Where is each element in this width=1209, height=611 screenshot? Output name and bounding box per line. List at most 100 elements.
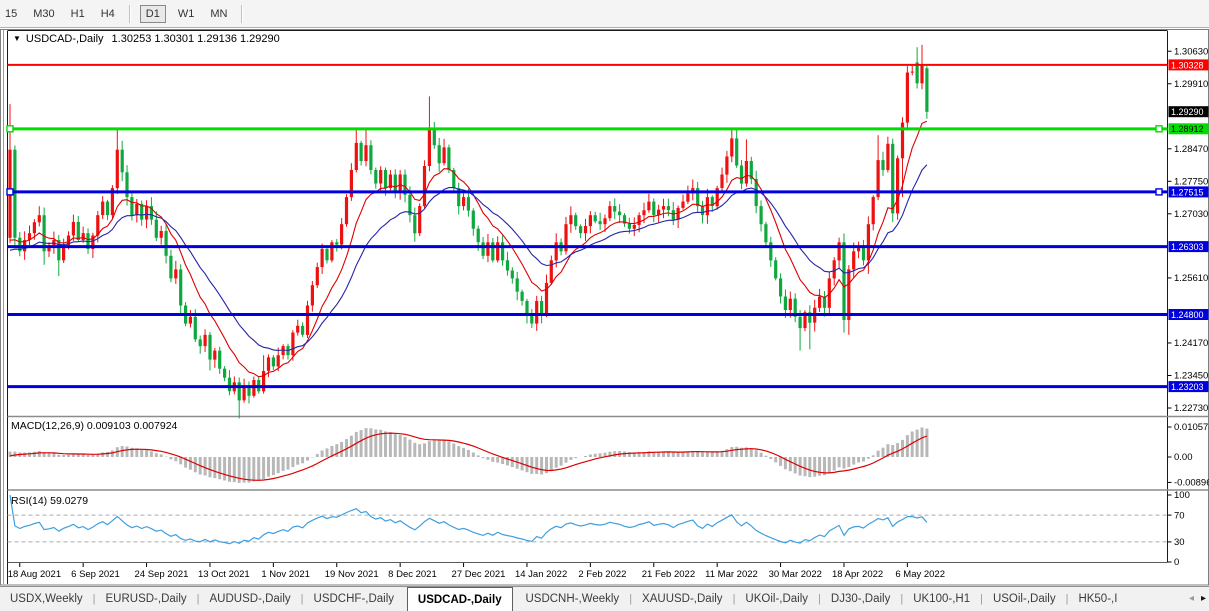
svg-text:1.24800: 1.24800 bbox=[1171, 310, 1204, 320]
svg-text:0.00: 0.00 bbox=[1174, 452, 1193, 463]
tab-separator: | bbox=[1065, 593, 1069, 605]
line-handle-right[interactable] bbox=[1155, 125, 1163, 133]
tab-separator: | bbox=[732, 593, 736, 605]
chart-ohlc-values: 1.30253 1.30301 1.29136 1.29290 bbox=[111, 33, 280, 45]
price-badge-1.29290: 1.29290 bbox=[1168, 106, 1209, 118]
svg-text:1.28912: 1.28912 bbox=[1171, 124, 1204, 134]
tab-usdcnh-weekly[interactable]: USDCNH-,Weekly bbox=[525, 593, 620, 605]
tab-hk50-i[interactable]: HK50-,I bbox=[1078, 593, 1118, 605]
macd-values: 0.009103 0.007924 bbox=[86, 420, 178, 432]
svg-text:8 Dec 2021: 8 Dec 2021 bbox=[388, 569, 437, 580]
date-axis: 18 Aug 2021 6 Sep 2021 24 Sep 2021 13 Oct 2… bbox=[8, 563, 945, 580]
macd-histogram bbox=[8, 427, 929, 483]
svg-text:0.010578: 0.010578 bbox=[1174, 422, 1209, 433]
svg-text:24 Sep 2021: 24 Sep 2021 bbox=[135, 569, 189, 580]
macd-signal-line bbox=[9, 432, 928, 481]
line-handle-left[interactable] bbox=[6, 188, 14, 196]
svg-text:1.28470: 1.28470 bbox=[1174, 144, 1208, 155]
price-badge-1.28912: 1.28912 bbox=[1168, 123, 1209, 135]
tab-separator: | bbox=[629, 593, 633, 605]
tab-audusd-daily[interactable]: AUDUSD-,Daily bbox=[209, 593, 291, 605]
candlestick-series bbox=[8, 44, 929, 419]
tab-separator: | bbox=[92, 593, 96, 605]
svg-text:6 Sep 2021: 6 Sep 2021 bbox=[71, 569, 120, 580]
timeframe-button-15[interactable]: 15 bbox=[5, 7, 18, 20]
toolbar-separator bbox=[128, 4, 130, 23]
price-badge-1.26303: 1.26303 bbox=[1168, 241, 1209, 253]
svg-text:1.27750: 1.27750 bbox=[1174, 176, 1208, 187]
svg-text:70: 70 bbox=[1174, 510, 1185, 521]
timeframe-button-h1[interactable]: H1 bbox=[70, 7, 85, 20]
price-badge-1.30328: 1.30328 bbox=[1168, 59, 1209, 71]
tab-scroll-right-icon[interactable]: ▸ bbox=[1200, 593, 1206, 604]
svg-text:0: 0 bbox=[1174, 557, 1179, 568]
collapse-indicator-icon[interactable]: ▼ bbox=[13, 34, 21, 43]
chart-symbol-period: USDCAD-,Daily bbox=[25, 33, 104, 45]
line-handle-left[interactable] bbox=[6, 125, 14, 133]
symbol-tab-bar: USDX,Weekly | EURUSD-,Daily | AUDUSD-,Daily |… bbox=[0, 586, 1209, 611]
svg-text:21 Feb 2022: 21 Feb 2022 bbox=[642, 569, 695, 580]
timeframe-button-m30[interactable]: M30 bbox=[33, 7, 55, 20]
chart-title: ▼ USDCAD-,Daily 1.30253 1.30301 1.29136 1.… bbox=[13, 33, 280, 45]
price-badge-1.27515: 1.27515 bbox=[1168, 186, 1209, 198]
macd-axis: 0.010578 0.00 -0.00896 bbox=[1167, 422, 1209, 489]
svg-text:30 Mar 2022: 30 Mar 2022 bbox=[769, 569, 822, 580]
tab-usdcad-daily[interactable]: USDCAD-,Daily bbox=[406, 587, 513, 611]
tab-scroll-left-icon[interactable]: ◂ bbox=[1188, 593, 1194, 604]
tab-eurusd-daily[interactable]: EURUSD-,Daily bbox=[105, 593, 187, 605]
timeframe-button-h4[interactable]: H4 bbox=[100, 7, 115, 20]
svg-text:30: 30 bbox=[1174, 537, 1185, 548]
svg-text:1.27030: 1.27030 bbox=[1174, 209, 1208, 220]
svg-text:1.25610: 1.25610 bbox=[1174, 273, 1208, 284]
tab-dj30-daily[interactable]: DJ30-,Daily bbox=[830, 593, 891, 605]
line-handle-right[interactable] bbox=[1155, 188, 1163, 196]
macd-label: MACD(12,26,9) bbox=[11, 420, 84, 432]
tab-usdchf-daily[interactable]: USDCHF-,Daily bbox=[313, 593, 395, 605]
svg-text:1.29910: 1.29910 bbox=[1174, 79, 1208, 90]
svg-text:1.30630: 1.30630 bbox=[1174, 46, 1208, 57]
macd-indicator-title: MACD(12,26,9) 0.009103 0.007924 bbox=[11, 420, 177, 432]
timeframe-toolbar: 15 M30 H1 H4 D1 W1 MN bbox=[0, 0, 1209, 28]
svg-text:100: 100 bbox=[1174, 490, 1190, 501]
rsi-axis: 100 70 30 0 bbox=[1167, 490, 1190, 568]
svg-text:2 Feb 2022: 2 Feb 2022 bbox=[578, 569, 626, 580]
chart-window[interactable]: 1.30630 1.29910 1.28470 1.27750 1.27030 1.256… bbox=[0, 29, 1209, 586]
svg-text:1.30328: 1.30328 bbox=[1171, 60, 1204, 70]
tab-separator: | bbox=[900, 593, 904, 605]
svg-text:-0.00896: -0.00896 bbox=[1174, 478, 1209, 489]
rsi-line bbox=[9, 494, 928, 545]
svg-text:6 May 2022: 6 May 2022 bbox=[895, 569, 945, 580]
tab-usoil-daily[interactable]: USOil-,Daily bbox=[992, 593, 1056, 605]
symbol-tabs: USDX,Weekly | EURUSD-,Daily | AUDUSD-,Daily |… bbox=[0, 587, 1127, 611]
svg-text:18 Aug 2021: 18 Aug 2021 bbox=[8, 569, 61, 580]
tab-separator: | bbox=[818, 593, 821, 605]
svg-text:1.24170: 1.24170 bbox=[1174, 338, 1208, 349]
svg-text:1.23203: 1.23203 bbox=[1171, 382, 1204, 392]
svg-text:1.27515: 1.27515 bbox=[1171, 187, 1204, 197]
timeframe-button-w1[interactable]: W1 bbox=[177, 7, 195, 20]
price-badge-1.23203: 1.23203 bbox=[1168, 381, 1209, 393]
tab-scroll-controls: ◂ ▸ bbox=[1184, 587, 1206, 611]
timeframe-button-mn[interactable]: MN bbox=[210, 7, 228, 20]
level-line-1.27515[interactable] bbox=[6, 188, 1168, 196]
tab-usdx-weekly[interactable]: USDX,Weekly bbox=[10, 593, 83, 605]
level-line-1.28912[interactable] bbox=[6, 125, 1168, 133]
tab-uk100-h1[interactable]: UK100-,H1 bbox=[913, 593, 971, 605]
svg-text:11 Mar 2022: 11 Mar 2022 bbox=[705, 569, 758, 580]
svg-text:19 Nov 2021: 19 Nov 2021 bbox=[325, 569, 379, 580]
rsi-label: RSI(14) bbox=[11, 495, 48, 507]
price-badge-1.24800: 1.24800 bbox=[1168, 309, 1209, 320]
tab-ukoil-daily[interactable]: UKOil-,Daily bbox=[745, 593, 809, 605]
timeframe-button-d1[interactable]: D1 bbox=[139, 4, 166, 23]
rsi-indicator-title: RSI(14) 59.0279 bbox=[11, 495, 88, 507]
svg-text:14 Jan 2022: 14 Jan 2022 bbox=[515, 569, 567, 580]
tab-separator: | bbox=[980, 593, 983, 605]
svg-text:27 Dec 2021: 27 Dec 2021 bbox=[452, 569, 506, 580]
svg-text:1.26303: 1.26303 bbox=[1171, 242, 1204, 252]
chart-canvas[interactable]: 1.30630 1.29910 1.28470 1.27750 1.27030 1.256… bbox=[0, 29, 1209, 586]
svg-text:1.22730: 1.22730 bbox=[1174, 403, 1208, 414]
svg-text:1.29290: 1.29290 bbox=[1171, 107, 1204, 117]
price-axis: 1.30630 1.29910 1.28470 1.27750 1.27030 1.256… bbox=[1167, 46, 1208, 414]
tab-xauusd-daily[interactable]: XAUUSD-,Daily bbox=[642, 593, 723, 605]
